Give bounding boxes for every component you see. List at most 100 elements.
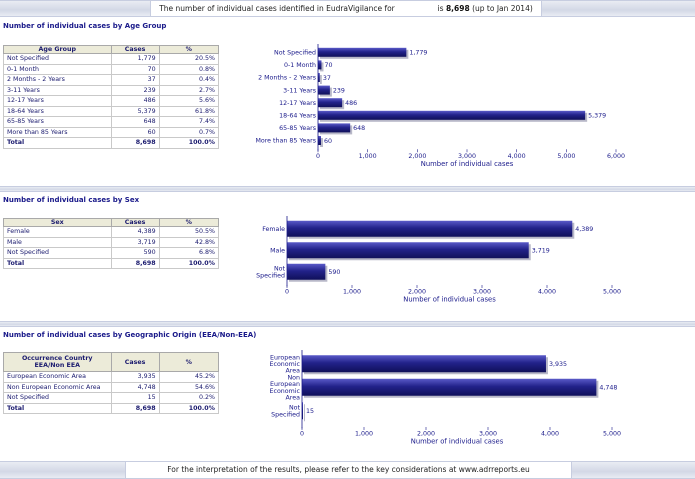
row-label: European Economic Area (3, 371, 112, 383)
x-axis-title: Number of individual cases (411, 438, 504, 446)
footer-bar: For the interpretation of the results, p… (0, 461, 695, 479)
data-label: 4,748 (599, 385, 617, 392)
category-label: 18-64 Years (279, 113, 316, 120)
x-tick-label: 4,000 (508, 153, 526, 160)
x-tick-label: 6,000 (607, 153, 625, 160)
category-label: 3-11 Years (283, 87, 316, 94)
table-row: 0-1 Month 70 0.8% (3, 63, 220, 75)
cases-cell: 3,719 (110, 236, 160, 248)
table-row: Male 3,719 42.8% (3, 236, 220, 248)
category-label: Not Specified (271, 405, 300, 419)
section-separator (0, 186, 695, 192)
cases-cell: 60 (110, 126, 160, 138)
table-total-row: Total 8,698 100.0% (3, 257, 220, 269)
section-title-age: Number of individual cases by Age Group (3, 22, 167, 30)
cases-cell: 8,698 (110, 257, 160, 269)
header-total: 8,698 (445, 4, 470, 13)
category-label: Male (270, 247, 285, 254)
row-label: Total (3, 257, 112, 269)
row-label: More than 85 Years (3, 126, 112, 138)
row-label: 3-11 Years (3, 84, 112, 96)
data-label: 15 (306, 408, 314, 415)
percent-cell: 45.2% (158, 371, 220, 383)
percent-cell: 100.0% (158, 402, 220, 414)
bar (318, 47, 407, 57)
header-prefix: The number of individual cases identifie… (159, 4, 395, 13)
section-separator (0, 321, 695, 327)
age-group-chart: Not Specified 1,779 0-1 Month 70 2 Months - … (255, 44, 625, 168)
x-tick-label: 1,000 (359, 153, 377, 160)
data-label: 486 (345, 100, 357, 107)
age-group-table: Age Group Cases% Not Specified 1,779 20.5% 0-… (3, 45, 220, 149)
x-tick-label: 3,000 (479, 431, 497, 438)
bar (302, 378, 597, 396)
bar-shadow (320, 75, 322, 84)
column-header: % (158, 45, 220, 54)
x-tick-label: 1,000 (355, 431, 373, 438)
cases-cell: 3,935 (110, 371, 160, 383)
cases-cell: 486 (110, 95, 160, 107)
table-header-row: Occurrence Country EEA/Non EEA Cases% (3, 352, 220, 372)
percent-cell: 61.8% (158, 105, 220, 117)
x-axis-title: Number of individual cases (403, 296, 496, 304)
section-title-geo: Number of individual cases by Geographic… (3, 331, 257, 339)
bar (318, 60, 322, 70)
row-label: 18-64 Years (3, 105, 112, 117)
column-header: Occurrence Country EEA/Non EEA (3, 352, 112, 372)
row-label: Not Specified (3, 392, 112, 404)
percent-cell: 42.8% (158, 236, 220, 248)
table-header-row: Sex Cases% (3, 218, 220, 227)
table-row: 2 Months - 2 Years 37 0.4% (3, 74, 220, 86)
header-middle: is (437, 4, 444, 13)
percent-cell: 20.5% (158, 53, 220, 65)
x-tick-label: 1,000 (343, 289, 361, 296)
bar (318, 85, 330, 95)
data-label: 70 (324, 62, 332, 69)
x-tick-label: 2,000 (417, 431, 435, 438)
row-label: 0-1 Month (3, 63, 112, 75)
cases-cell: 15 (110, 392, 160, 404)
x-tick-label: 0 (300, 431, 304, 438)
column-header: % (158, 218, 220, 227)
table-total-row: Total 8,698 100.0% (3, 137, 220, 149)
x-tick-label: 2,000 (408, 153, 426, 160)
header-bar: The number of individual cases identifie… (0, 0, 695, 17)
percent-cell: 0.7% (158, 126, 220, 138)
header-summary: The number of individual cases identifie… (150, 1, 542, 16)
bar (318, 123, 351, 133)
row-label: Total (3, 402, 112, 414)
category-label: 0-1 Month (284, 62, 316, 69)
percent-cell: 5.6% (158, 95, 220, 107)
bar (318, 73, 320, 82)
table-row: Not Specified 15 0.2% (3, 392, 220, 404)
cases-cell: 4,748 (110, 381, 160, 393)
table-row: 65-85 Years 648 7.4% (3, 116, 220, 128)
table-row: 12-17 Years 486 5.6% (3, 95, 220, 107)
bar (287, 220, 573, 237)
category-label: 65-85 Years (279, 125, 316, 132)
data-label: 60 (324, 138, 332, 145)
x-tick-label: 5,000 (603, 431, 621, 438)
cases-cell: 37 (110, 74, 160, 86)
row-label: Not Specified (3, 53, 112, 65)
category-label: Non European Economic Area (270, 375, 301, 402)
data-label: 590 (328, 269, 340, 276)
data-label: 4,389 (575, 226, 593, 233)
table-row: 3-11 Years 239 2.7% (3, 84, 220, 96)
table-row: More than 85 Years 60 0.7% (3, 126, 220, 138)
percent-cell: 2.7% (158, 84, 220, 96)
category-label: 2 Months - 2 Years (258, 75, 316, 82)
column-header: Cases (110, 218, 160, 227)
column-header: Cases (110, 45, 160, 54)
footer-note: For the interpretation of the results, p… (125, 462, 572, 478)
x-tick-label: 5,000 (557, 153, 575, 160)
percent-cell: 100.0% (158, 257, 220, 269)
category-label: Female (262, 226, 285, 233)
geo-origin-chart: European Economic Area 3,935 Non European Econ… (270, 350, 621, 446)
table-row: Not Specified 590 6.8% (3, 247, 220, 259)
row-label: Not Specified (3, 247, 112, 259)
table-row: Not Specified 1,779 20.5% (3, 53, 220, 65)
row-label: Male (3, 236, 112, 248)
percent-cell: 100.0% (158, 137, 220, 149)
cases-cell: 648 (110, 116, 160, 128)
